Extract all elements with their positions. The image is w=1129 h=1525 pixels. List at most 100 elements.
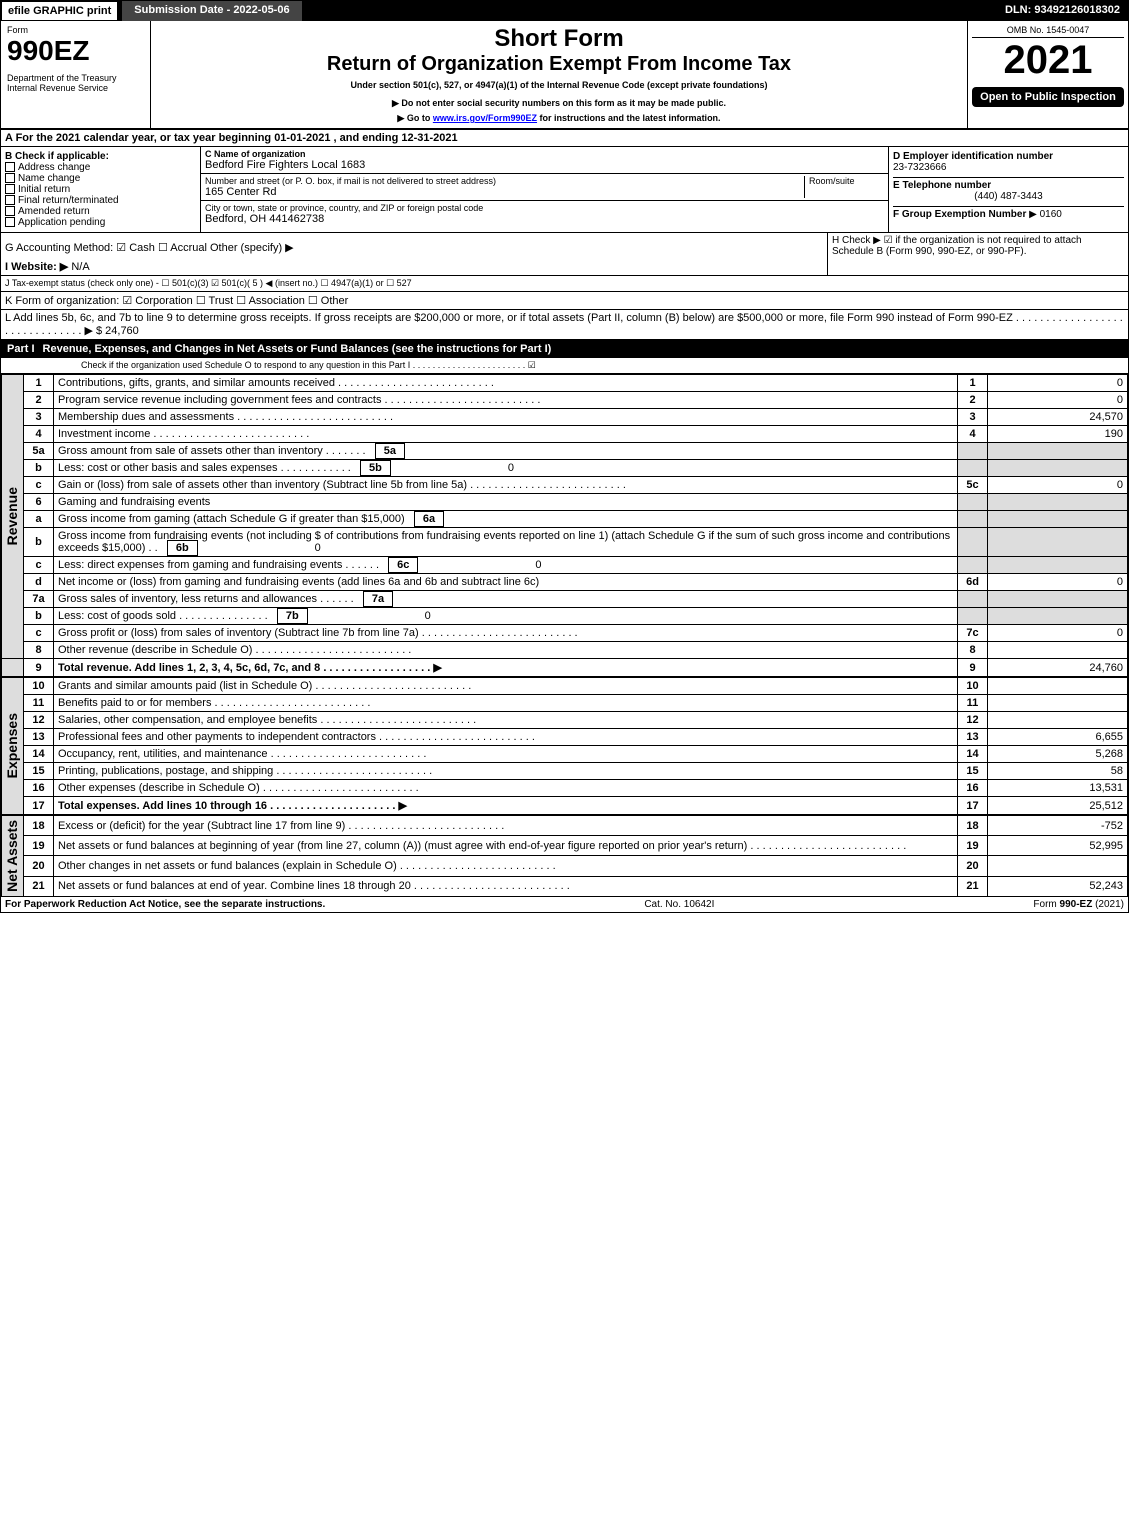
line2-desc: Program service revenue including govern… [54, 392, 958, 409]
submission-date: Submission Date - 2022-05-06 [122, 1, 301, 21]
part1-header: Part I Revenue, Expenses, and Changes in… [1, 340, 1128, 358]
section-def: D Employer identification number 23-7323… [888, 147, 1128, 232]
line10-val [988, 678, 1128, 695]
footer-left: For Paperwork Reduction Act Notice, see … [5, 899, 325, 910]
form-header: Form 990EZ Department of the Treasury In… [1, 21, 1128, 130]
line7c-val: 0 [988, 625, 1128, 642]
footer-mid: Cat. No. 10642I [644, 899, 714, 910]
org-city: Bedford, OH 441462738 [205, 213, 884, 225]
section-gh: G Accounting Method: ☑ Cash ☐ Accrual Ot… [1, 233, 1128, 276]
ein-value: 23-7323666 [893, 162, 1124, 173]
line15-val: 58 [988, 763, 1128, 780]
title-short-form: Short Form [155, 25, 963, 53]
line14-desc: Occupancy, rent, utilities, and maintena… [54, 746, 958, 763]
line19-desc: Net assets or fund balances at beginning… [54, 836, 958, 856]
line17-val: 25,512 [988, 797, 1128, 815]
line9-desc: Total revenue. Add lines 1, 2, 3, 4, 5c,… [54, 659, 958, 677]
section-j: J Tax-exempt status (check only one) - ☐… [1, 276, 1128, 292]
c-addr-label: Number and street (or P. O. box, if mail… [205, 176, 804, 186]
section-c: C Name of organization Bedford Fire Figh… [201, 147, 888, 232]
section-f-label: F Group Exemption Number [893, 209, 1026, 220]
dept-label: Department of the Treasury Internal Reve… [7, 73, 144, 93]
note-ssn: ▶ Do not enter social security numbers o… [155, 98, 963, 109]
form-number: 990EZ [7, 35, 144, 67]
line11-val [988, 695, 1128, 712]
line6a-desc: Gross income from gaming (attach Schedul… [54, 511, 958, 528]
dln: DLN: 93492126018302 [997, 1, 1128, 21]
line6d-desc: Net income or (loss) from gaming and fun… [54, 574, 958, 591]
line5c-desc: Gain or (loss) from sale of assets other… [54, 477, 958, 494]
line9-val: 24,760 [988, 659, 1128, 677]
section-bcdef: B Check if applicable: Address change Na… [1, 147, 1128, 233]
form-label: Form [7, 25, 144, 35]
line14-val: 5,268 [988, 746, 1128, 763]
line1-val: 0 [988, 375, 1128, 392]
line19-val: 52,995 [988, 836, 1128, 856]
expenses-sidebar: Expenses [2, 709, 22, 782]
line11-desc: Benefits paid to or for members [54, 695, 958, 712]
line12-desc: Salaries, other compensation, and employ… [54, 712, 958, 729]
line16-desc: Other expenses (describe in Schedule O) [54, 780, 958, 797]
title-subtitle: Return of Organization Exempt From Incom… [155, 53, 963, 76]
page-footer: For Paperwork Reduction Act Notice, see … [1, 897, 1128, 912]
website-value: N/A [71, 261, 89, 273]
line18-desc: Excess or (deficit) for the year (Subtra… [54, 816, 958, 836]
line12-val [988, 712, 1128, 729]
revenue-sidebar: Revenue [2, 483, 22, 549]
line8-val [988, 642, 1128, 659]
c-city-label: City or town, state or province, country… [205, 203, 884, 213]
org-name: Bedford Fire Fighters Local 1683 [205, 159, 884, 171]
chk-application-pending[interactable]: Application pending [5, 217, 196, 228]
irs-link[interactable]: www.irs.gov/Form990EZ [433, 113, 537, 123]
section-a: A For the 2021 calendar year, or tax yea… [1, 130, 1128, 147]
group-exemption-value: ▶ 0160 [1029, 209, 1062, 220]
line2-val: 0 [988, 392, 1128, 409]
line7c-desc: Gross profit or (loss) from sales of inv… [54, 625, 958, 642]
line21-val: 52,243 [988, 876, 1128, 896]
section-h: H Check ▶ ☑ if the organization is not r… [828, 233, 1128, 275]
room-suite-label: Room/suite [804, 176, 884, 198]
line6b-desc: Gross income from fundraising events (no… [54, 528, 958, 557]
section-l: L Add lines 5b, 6c, and 7b to line 9 to … [1, 310, 1128, 340]
line13-val: 6,655 [988, 729, 1128, 746]
open-public-inspection: Open to Public Inspection [972, 87, 1124, 107]
part1-label: Part I [7, 343, 35, 355]
line1-desc: Contributions, gifts, grants, and simila… [54, 375, 958, 392]
section-k: K Form of organization: ☑ Corporation ☐ … [1, 292, 1128, 310]
section-d-label: D Employer identification number [893, 151, 1124, 162]
section-e-label: E Telephone number [893, 177, 1124, 191]
footer-right: Form 990-EZ (2021) [1033, 899, 1124, 910]
under-section: Under section 501(c), 527, or 4947(a)(1)… [155, 80, 963, 90]
line10-desc: Grants and similar amounts paid (list in… [54, 678, 958, 695]
line7a-desc: Gross sales of inventory, less returns a… [54, 591, 958, 608]
top-bar: efile GRAPHIC print Submission Date - 20… [1, 1, 1128, 21]
netassets-sidebar: Net Assets [2, 816, 22, 896]
line18-val: -752 [988, 816, 1128, 836]
chk-initial-return[interactable]: Initial return [5, 184, 196, 195]
telephone-value: (440) 487-3443 [893, 191, 1124, 202]
line16-val: 13,531 [988, 780, 1128, 797]
chk-name-change[interactable]: Name change [5, 173, 196, 184]
line7b-desc: Less: cost of goods sold . . . . . . . .… [54, 608, 958, 625]
c-name-label: C Name of organization [205, 149, 884, 159]
part1-title: Revenue, Expenses, and Changes in Net As… [43, 343, 552, 355]
part1-check: Check if the organization used Schedule … [1, 358, 1128, 374]
line6d-val: 0 [988, 574, 1128, 591]
line3-val: 24,570 [988, 409, 1128, 426]
omb-number: OMB No. 1545-0047 [972, 25, 1124, 38]
revenue-table: Revenue 1Contributions, gifts, grants, a… [1, 374, 1128, 677]
line8-desc: Other revenue (describe in Schedule O) [54, 642, 958, 659]
chk-final-return[interactable]: Final return/terminated [5, 195, 196, 206]
line5c-val: 0 [988, 477, 1128, 494]
org-address: 165 Center Rd [205, 186, 804, 198]
line20-val [988, 856, 1128, 876]
chk-amended-return[interactable]: Amended return [5, 206, 196, 217]
line4-val: 190 [988, 426, 1128, 443]
line6-desc: Gaming and fundraising events [54, 494, 958, 511]
line15-desc: Printing, publications, postage, and shi… [54, 763, 958, 780]
line21-desc: Net assets or fund balances at end of ye… [54, 876, 958, 896]
line6c-desc: Less: direct expenses from gaming and fu… [54, 557, 958, 574]
chk-address-change[interactable]: Address change [5, 162, 196, 173]
netassets-table: Net Assets 18Excess or (deficit) for the… [1, 815, 1128, 897]
efile-print-button[interactable]: efile GRAPHIC print [1, 1, 118, 21]
